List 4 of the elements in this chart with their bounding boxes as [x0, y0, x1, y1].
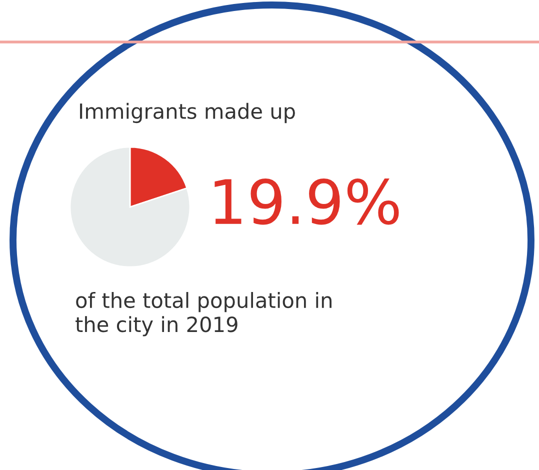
pie-slice: [69, 146, 191, 268]
chart-title: Immigrants made up: [80, 102, 295, 124]
data-label: 19.9%: [214, 178, 399, 225]
text: of the total population in the city in 2019: [76, 292, 332, 336]
